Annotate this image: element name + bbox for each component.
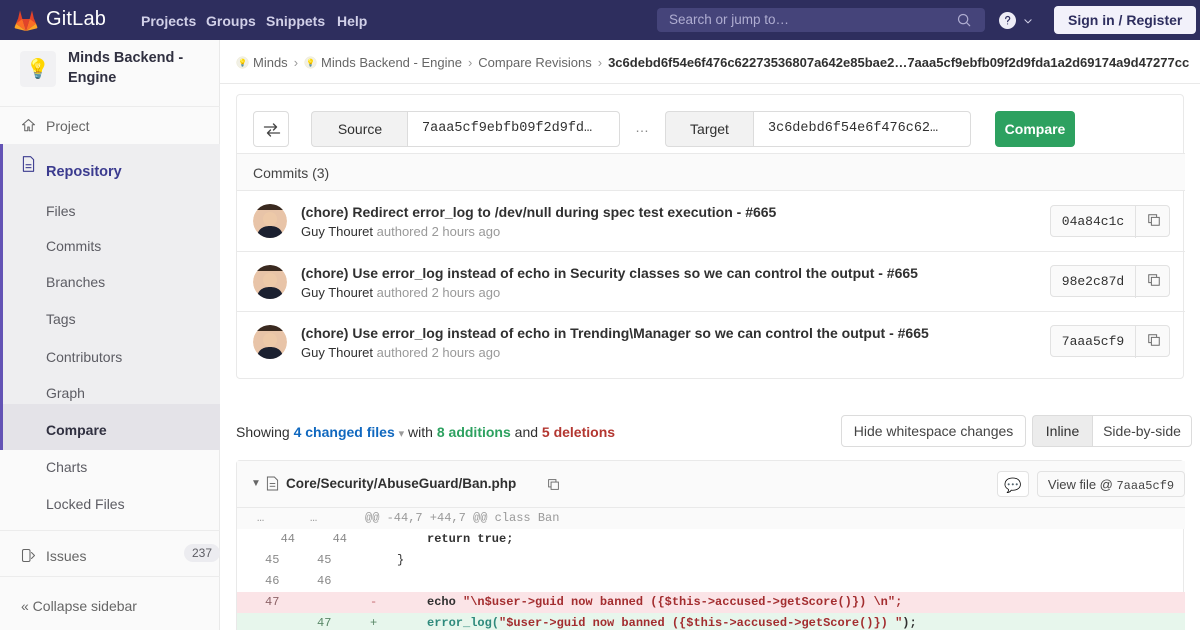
svg-text:💡: 💡 xyxy=(306,58,315,67)
svg-text:💡: 💡 xyxy=(238,58,247,67)
